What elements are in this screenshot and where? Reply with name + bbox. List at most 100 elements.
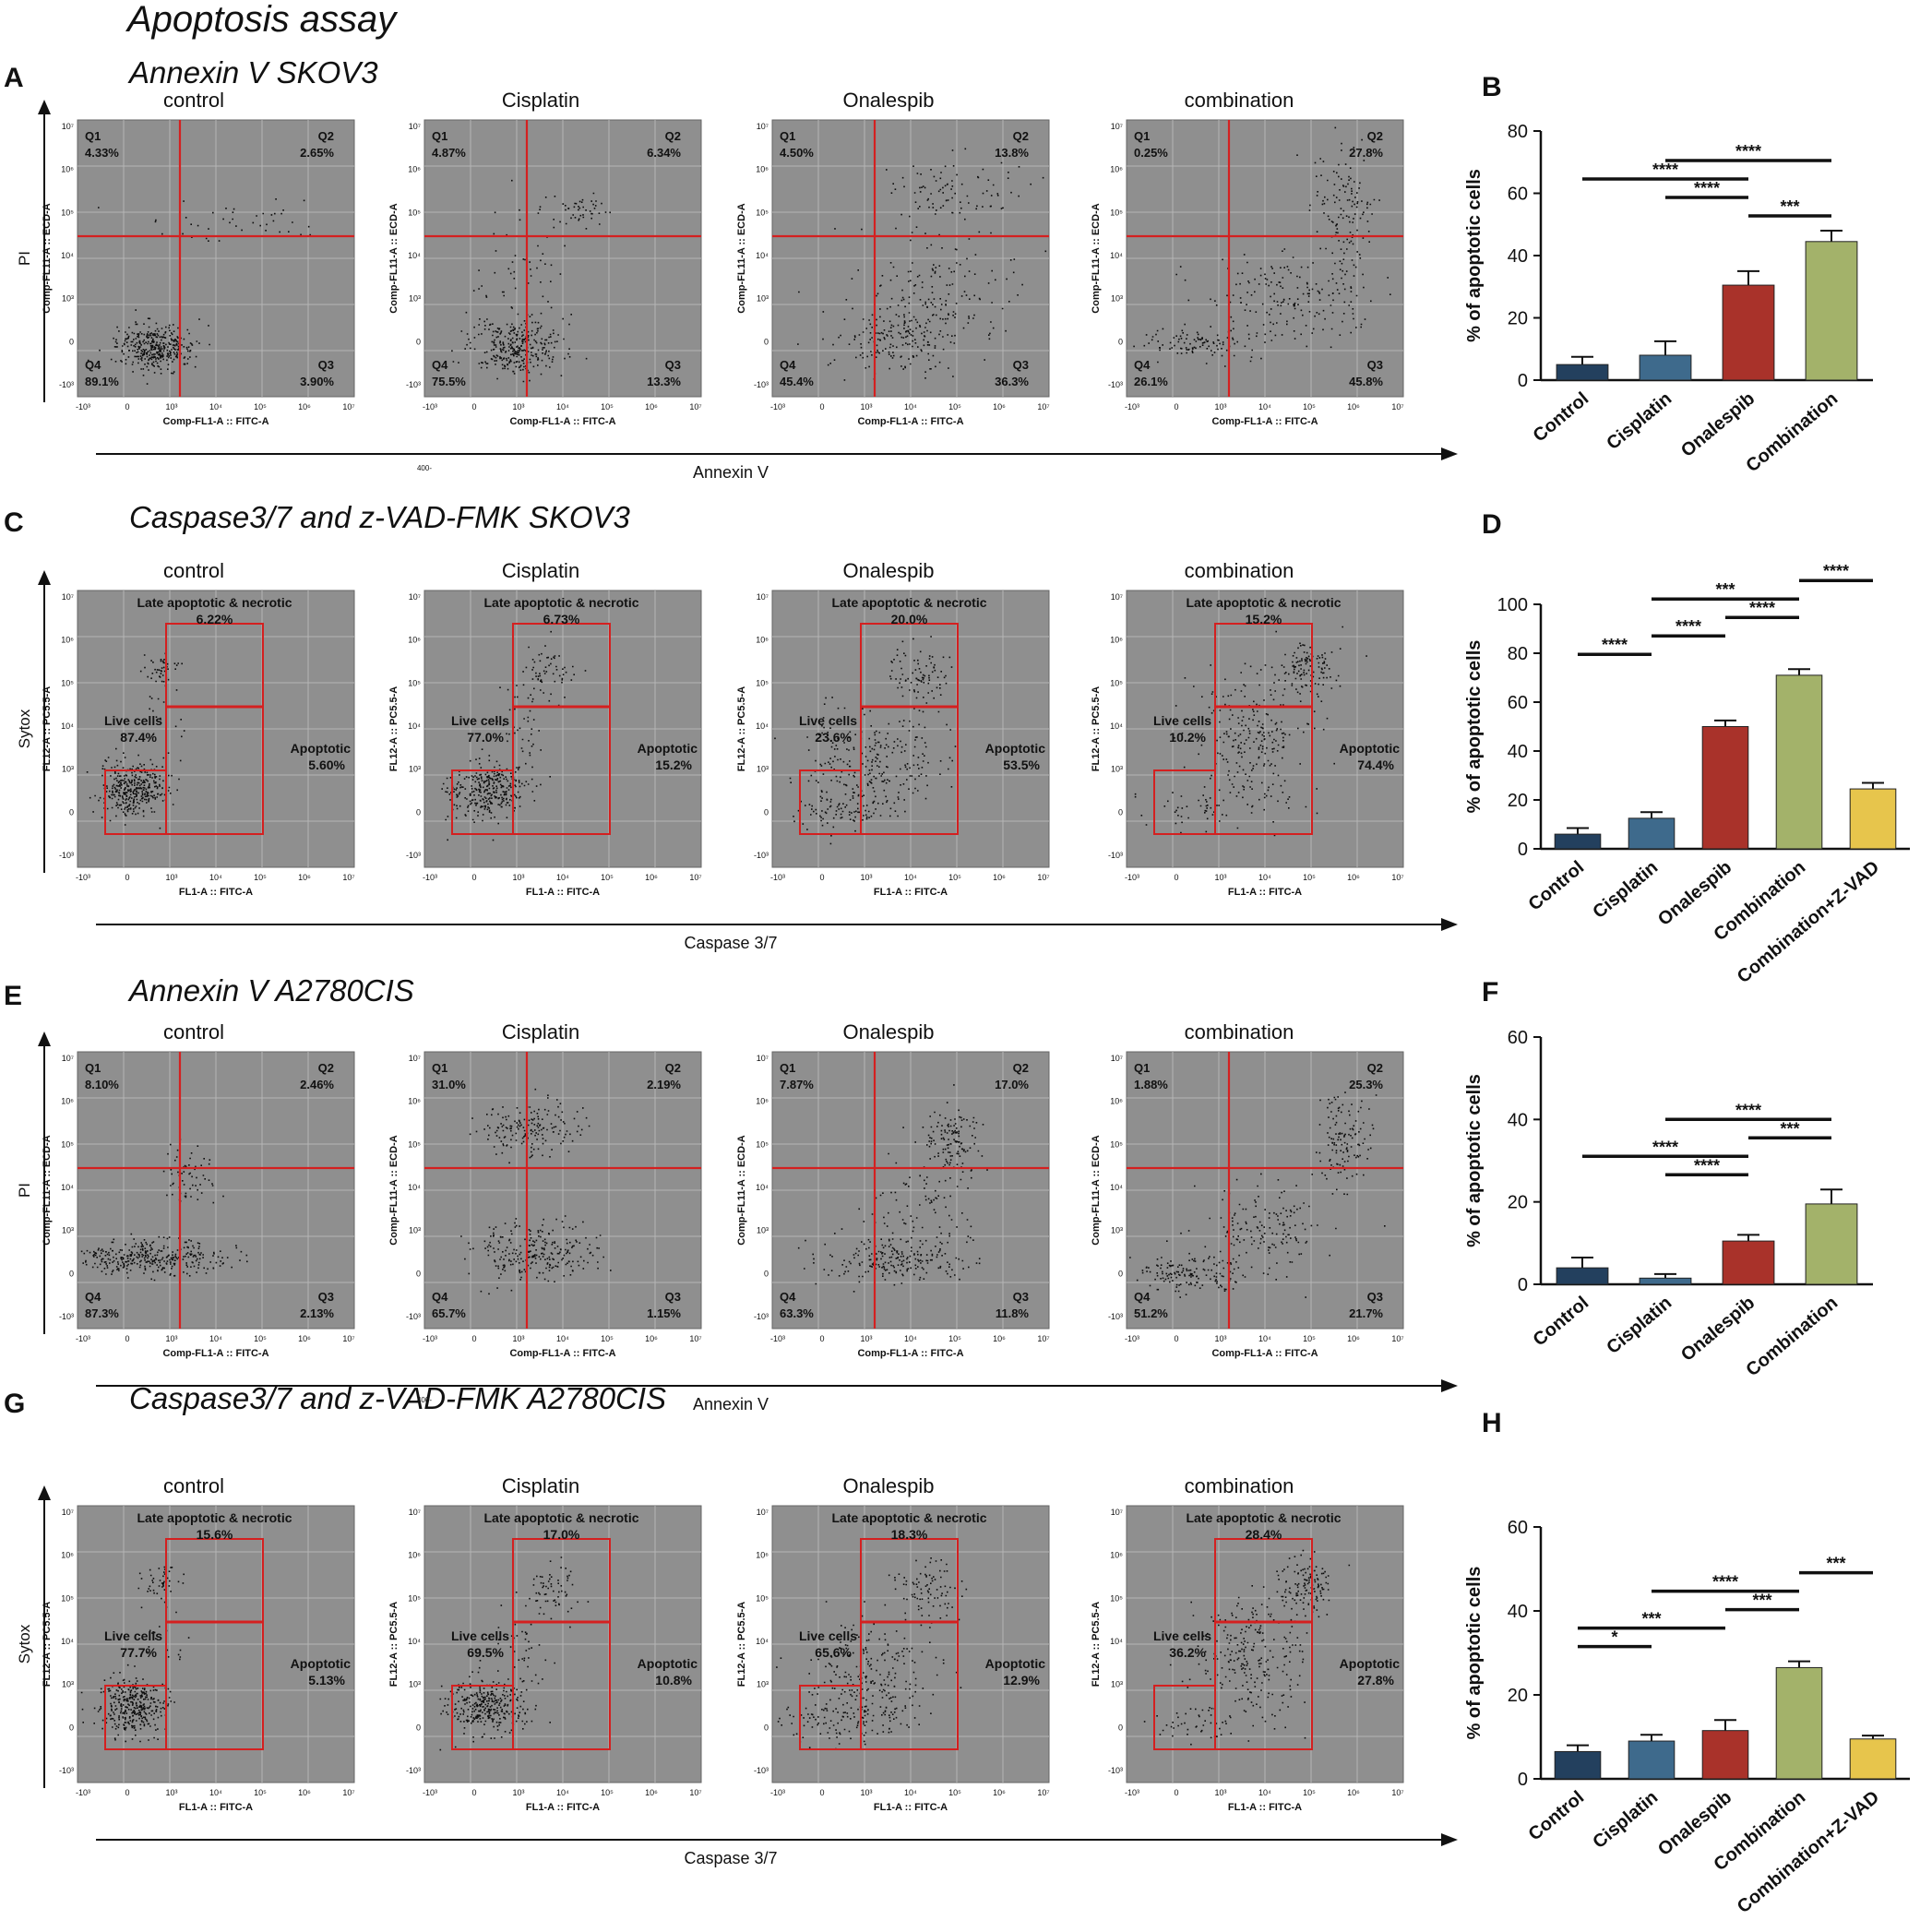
x-tick-label: 10³: [165, 873, 177, 882]
y-tick-label: 0: [1118, 1723, 1123, 1732]
y-tick-label: 10⁵: [1110, 1139, 1123, 1149]
gate-apoptotic-box: [1214, 623, 1313, 835]
x-tick-label: 0: [1174, 1788, 1178, 1797]
y-tick-label: 10⁵: [756, 1593, 769, 1603]
panel-title: Onalespib: [842, 559, 934, 582]
x-tick-label: 10⁴: [904, 1788, 917, 1797]
panel-letter: E: [4, 981, 22, 1011]
y-tick-label: 0: [1118, 807, 1123, 817]
flow-panel-combination: combination 10⁷ -10³ 10⁶ 0 10⁵ 10³ 10⁴ 10⁴ 10³ 10⁵…: [1091, 1474, 1404, 1813]
quadrant-percent: 75.5%: [432, 375, 466, 388]
y-axis-label: FL12-A :: PC5.5-A: [736, 686, 747, 772]
y-tick-label: 10⁴: [61, 251, 74, 260]
x-tick-label: -10³: [1125, 1334, 1139, 1343]
x-tick-label: 10³: [512, 873, 524, 882]
category-label: Cisplatin: [1603, 1293, 1676, 1358]
flow-panel-control: control 10⁷ -10³ 10⁶ 0 10⁵ 10³ 10⁴ 10⁴ 10³ 10⁵ 0 10⁶…: [42, 559, 355, 898]
x-tick-label: 10⁵: [254, 873, 267, 882]
quadrant-percent: 89.1%: [85, 375, 119, 388]
quadrant-label: Q4: [780, 358, 796, 372]
x-tick-label: 10⁵: [948, 1788, 961, 1797]
x-tick-label: 0: [819, 873, 824, 882]
quadrant-label: Q3: [1367, 358, 1383, 372]
panel-letter: B: [1482, 72, 1502, 102]
y-tick-label: 10⁴: [61, 722, 74, 731]
y-tick-label: -10³: [1108, 380, 1123, 389]
gate-percent-apoptotic: 15.2%: [655, 757, 692, 772]
y-axis-title: Sytox: [16, 709, 33, 748]
quadrant-label: Q4: [85, 1290, 101, 1304]
x-tick-label: 0: [1174, 402, 1178, 411]
significance-label: ****: [1712, 1573, 1738, 1592]
x-tick-label: 10⁴: [1258, 1334, 1271, 1343]
stray-axis-note: 400-: [417, 464, 432, 472]
gate-label-live: Live cells: [799, 713, 857, 728]
category-label: Combination: [1742, 388, 1842, 476]
x-tick-label: 0: [125, 873, 129, 882]
gate-percent-live: 65.6%: [815, 1645, 852, 1660]
x-axis-label: Comp-FL1-A :: FITC-A: [162, 1348, 268, 1359]
x-axis-title: Annexin V: [693, 463, 769, 482]
gate-label-apoptotic: Apoptotic: [1340, 741, 1401, 756]
bar-combination: [1805, 241, 1858, 381]
flow-panel-onalespib: Onalespib 10⁷ -10³ 10⁶ 0 10⁵ 10³ 10⁴ 10⁴ 10³ 10⁵ 0 1…: [736, 559, 1050, 898]
gate-live-box: [104, 1685, 167, 1750]
y-axis-arrowhead: [38, 1032, 51, 1046]
y-tick-label: 0: [69, 807, 74, 817]
x-axis-label: Comp-FL1-A :: FITC-A: [509, 1348, 615, 1359]
y-tick-label: 60: [1508, 693, 1528, 713]
bar-cisplatin: [1628, 1740, 1676, 1780]
x-axis-label: FL1-A :: FITC-A: [179, 1802, 253, 1813]
gate-percent-late: 6.22%: [197, 612, 233, 626]
y-tick-label: 20: [1508, 1686, 1528, 1706]
section-title: Annexin V SKOV3: [127, 55, 378, 89]
x-tick-label: 10⁷: [1391, 402, 1403, 411]
quadrant-label: Q4: [432, 358, 448, 372]
quadrant-percent: 6.34%: [647, 146, 681, 160]
category-label: Cisplatin: [1603, 388, 1676, 454]
y-tick-label: 10⁴: [756, 1183, 769, 1192]
x-tick-label: 10⁷: [1037, 1788, 1049, 1797]
y-tick-label: 10⁵: [1110, 678, 1123, 687]
x-tick-label: 10⁶: [993, 402, 1006, 411]
gate-label-late: Late apoptotic & necrotic: [137, 595, 292, 610]
y-axis-label: FL12-A :: PC5.5-A: [1091, 1602, 1102, 1688]
x-axis-label: FL1-A :: FITC-A: [1228, 887, 1302, 898]
gate-label-late: Late apoptotic & necrotic: [1186, 595, 1341, 610]
section-G: G Caspase3/7 and z-VAD-FMK A2780CIS Sytox C…: [4, 1381, 1458, 1867]
gate-percent-live: 10.2%: [1169, 730, 1206, 745]
gate-label-late: Late apoptotic & necrotic: [483, 595, 638, 610]
y-axis-label: % of apoptotic cells: [1464, 640, 1485, 814]
category-label: Combination: [1742, 1293, 1842, 1380]
x-tick-label: 10⁵: [948, 873, 961, 882]
gate-percent-apoptotic: 5.13%: [308, 1673, 345, 1688]
y-tick-label: 10⁴: [756, 722, 769, 731]
x-tick-label: 10³: [512, 1788, 524, 1797]
x-tick-label: 10⁷: [1037, 873, 1049, 882]
quadrant-label: Q2: [665, 1061, 681, 1075]
y-tick-label: 10⁷: [409, 592, 421, 602]
x-tick-label: 10⁶: [1347, 402, 1360, 411]
x-tick-label: 10³: [860, 1334, 872, 1343]
y-tick-label: 10⁴: [756, 251, 769, 260]
y-tick-label: -10³: [754, 1766, 769, 1775]
y-tick-label: 10³: [409, 294, 421, 304]
quadrant-percent: 1.88%: [1134, 1078, 1168, 1091]
quadrant-label: Q4: [1134, 358, 1151, 372]
significance-label: ****: [1652, 1138, 1678, 1156]
significance-label: ****: [1602, 636, 1628, 654]
bar-chart-D: D 0 20 40 60 80 100 % of apoptotic cells Control…: [1464, 509, 1910, 987]
y-tick-label: -10³: [406, 851, 421, 860]
x-tick-label: 10⁶: [645, 1334, 658, 1343]
x-tick-label: 10⁷: [342, 1334, 354, 1343]
y-tick-label: 10⁵: [756, 1139, 769, 1149]
quadrant-percent: 65.7%: [432, 1306, 466, 1320]
scatter-dots: [86, 652, 185, 829]
quadrant-label: Q2: [318, 1061, 334, 1075]
y-tick-label: 10⁴: [408, 251, 421, 260]
y-tick-label: 0: [764, 807, 769, 817]
y-tick-label: 10⁷: [1111, 1054, 1123, 1063]
y-axis-title: Sytox: [16, 1624, 33, 1664]
x-tick-label: 0: [819, 1334, 824, 1343]
gate-label-live: Live cells: [451, 1628, 509, 1643]
